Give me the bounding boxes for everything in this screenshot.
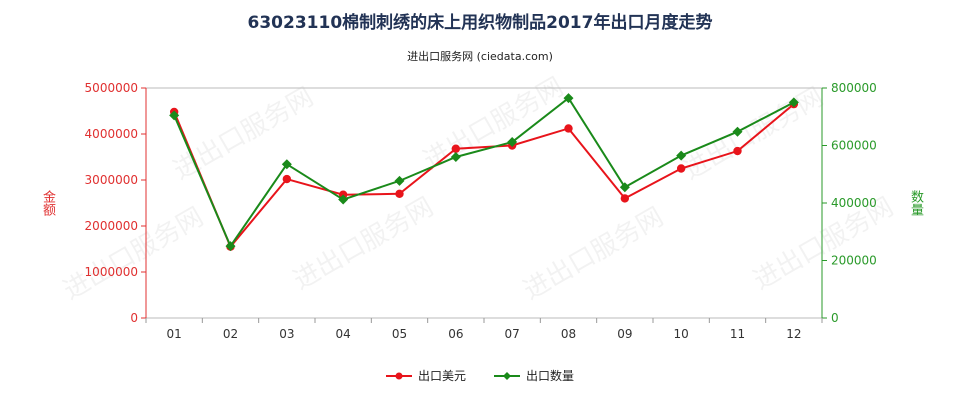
- right-axis-tick-label: 0: [831, 311, 839, 325]
- series-point-1: [788, 97, 799, 108]
- right-axis-label: 数量: [908, 190, 923, 216]
- series-point-1: [563, 93, 574, 104]
- series-point-1: [338, 194, 349, 205]
- watermark-text: 进出口服务网: [289, 192, 439, 296]
- left-axis-tick-label: 0: [130, 311, 138, 325]
- series-line-0: [173, 103, 795, 249]
- x-axis-tick-label: 01: [167, 327, 182, 341]
- series-point-1: [281, 159, 292, 170]
- left-axis-tick-label: 1000000: [85, 265, 138, 279]
- series-point-1: [225, 241, 236, 252]
- x-axis-tick-label: 09: [617, 327, 632, 341]
- x-axis-tick-label: 03: [279, 327, 294, 341]
- x-axis-tick-label: 02: [223, 327, 238, 341]
- legend-label-qty: 出口数量: [526, 369, 575, 383]
- series-point-1: [732, 126, 743, 137]
- legend-item-qty[interactable]: 出口数量: [494, 367, 574, 384]
- chart-subtitle: 进出口服务网 (ciedata.com): [407, 50, 553, 63]
- x-axis-tick-label: 05: [392, 327, 407, 341]
- x-axis-tick-label: 12: [786, 327, 801, 341]
- x-axis-tick-label: 08: [561, 327, 576, 341]
- legend-item-usd[interactable]: 出口美元: [385, 367, 466, 384]
- legend: 出口美元 出口数量: [0, 367, 960, 384]
- chart-title: 63023110棉制刺绣的床上用织物制品2017年出口月度走势: [247, 13, 713, 33]
- series-point-0: [451, 144, 461, 153]
- right-axis-tick-label: 400000: [831, 196, 877, 210]
- left-axis-label: 金额: [40, 190, 55, 216]
- watermark-text: 进出口服务网: [679, 82, 829, 186]
- x-axis-tick-label: 10: [674, 327, 689, 341]
- series-point-1: [676, 150, 687, 161]
- series-point-1: [619, 182, 630, 193]
- x-axis-tick-label: 06: [448, 327, 463, 341]
- series-point-0: [733, 146, 742, 156]
- left-axis-tick-label: 2000000: [85, 219, 138, 233]
- right-axis-tick-label: 600000: [831, 139, 877, 153]
- x-axis-tick-label: 11: [730, 327, 745, 341]
- right-axis-tick-label: 200000: [831, 254, 877, 268]
- right-axis-tick-label: 800000: [831, 81, 877, 95]
- series-point-0: [395, 189, 404, 198]
- series-point-0: [620, 194, 630, 203]
- x-axis-tick-label: 04: [336, 327, 351, 341]
- x-axis-tick-label: 07: [505, 327, 520, 341]
- watermark-text: 进出口服务网: [59, 202, 209, 306]
- watermark-text: 进出口服务网: [519, 202, 669, 306]
- legend-swatch-qty: [494, 371, 520, 380]
- series-point-0: [564, 124, 573, 133]
- series-line-1: [173, 96, 795, 249]
- series-point-0: [676, 164, 686, 173]
- series-point-1: [169, 110, 180, 121]
- legend-label-usd: 出口美元: [417, 369, 466, 383]
- left-axis-tick-label: 3000000: [85, 173, 138, 187]
- left-axis-tick-label: 4000000: [85, 127, 138, 141]
- legend-swatch-usd: [385, 372, 412, 379]
- left-axis-tick-label: 5000000: [85, 81, 138, 95]
- series-point-1: [450, 152, 461, 162]
- series-point-1: [394, 175, 405, 186]
- series-point-0: [282, 174, 292, 184]
- series-point-1: [507, 137, 518, 148]
